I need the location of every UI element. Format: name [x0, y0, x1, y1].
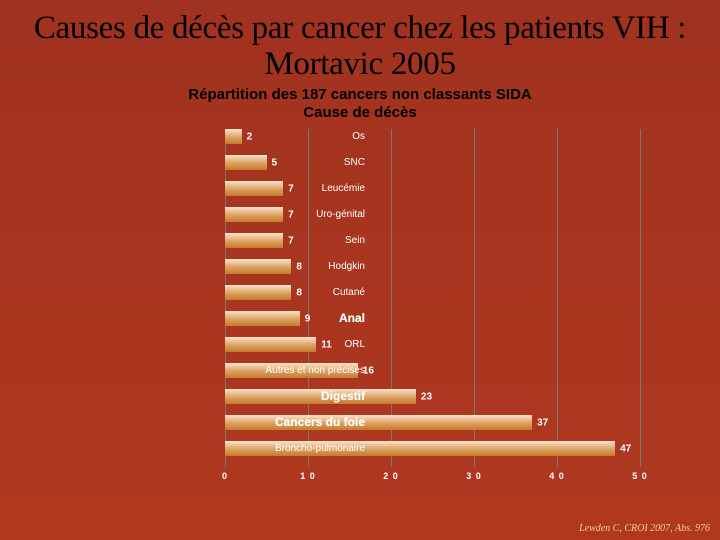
y-axis-category-label: ORL [205, 340, 365, 350]
y-axis-category-label: Broncho-pulmonaire [205, 444, 365, 454]
y-axis-category-label: Hodgkin [205, 262, 365, 272]
gridline [557, 129, 558, 467]
bar-value-label: 37 [537, 417, 548, 428]
x-axis-tick-label: 4 0 [542, 471, 572, 481]
subtitle-line-1: Répartition des 187 cancers non classant… [188, 86, 531, 103]
subtitle-line-2: Cause de décès [303, 104, 416, 121]
y-axis-category-label: Leucémie [205, 184, 365, 194]
y-axis-category-label: Autres et non précisés [205, 366, 365, 376]
x-axis-tick-label: 5 0 [625, 471, 655, 481]
y-axis-category-label: Anal [205, 312, 365, 324]
y-axis-category-label: Uro-génital [205, 210, 365, 220]
y-axis-category-label: Cancers du foie [205, 416, 365, 428]
y-axis-category-label: Cutané [205, 288, 365, 298]
y-axis-category-label: SNC [205, 158, 365, 168]
bar-value-label: 47 [620, 443, 631, 454]
gridline [640, 129, 641, 467]
x-axis-tick-label: 0 [210, 471, 240, 481]
x-axis-tick-label: 3 0 [459, 471, 489, 481]
x-axis-tick-label: 1 0 [293, 471, 323, 481]
y-axis-category-label: Os [205, 132, 365, 142]
y-axis-category-label: Digestif [205, 390, 365, 402]
citation: Lewden C, CROI 2007, Abs. 976 [579, 523, 710, 534]
slide-title: Causes de décès par cancer chez les pati… [0, 0, 720, 86]
x-axis-tick-label: 2 0 [376, 471, 406, 481]
chart-subtitles: Répartition des 187 cancers non classant… [0, 86, 720, 124]
y-axis-category-label: Sein [205, 236, 365, 246]
bar-value-label: 23 [421, 391, 432, 402]
bar-chart: 257778891116233747 01 02 03 04 05 0OsSNC… [95, 129, 655, 494]
